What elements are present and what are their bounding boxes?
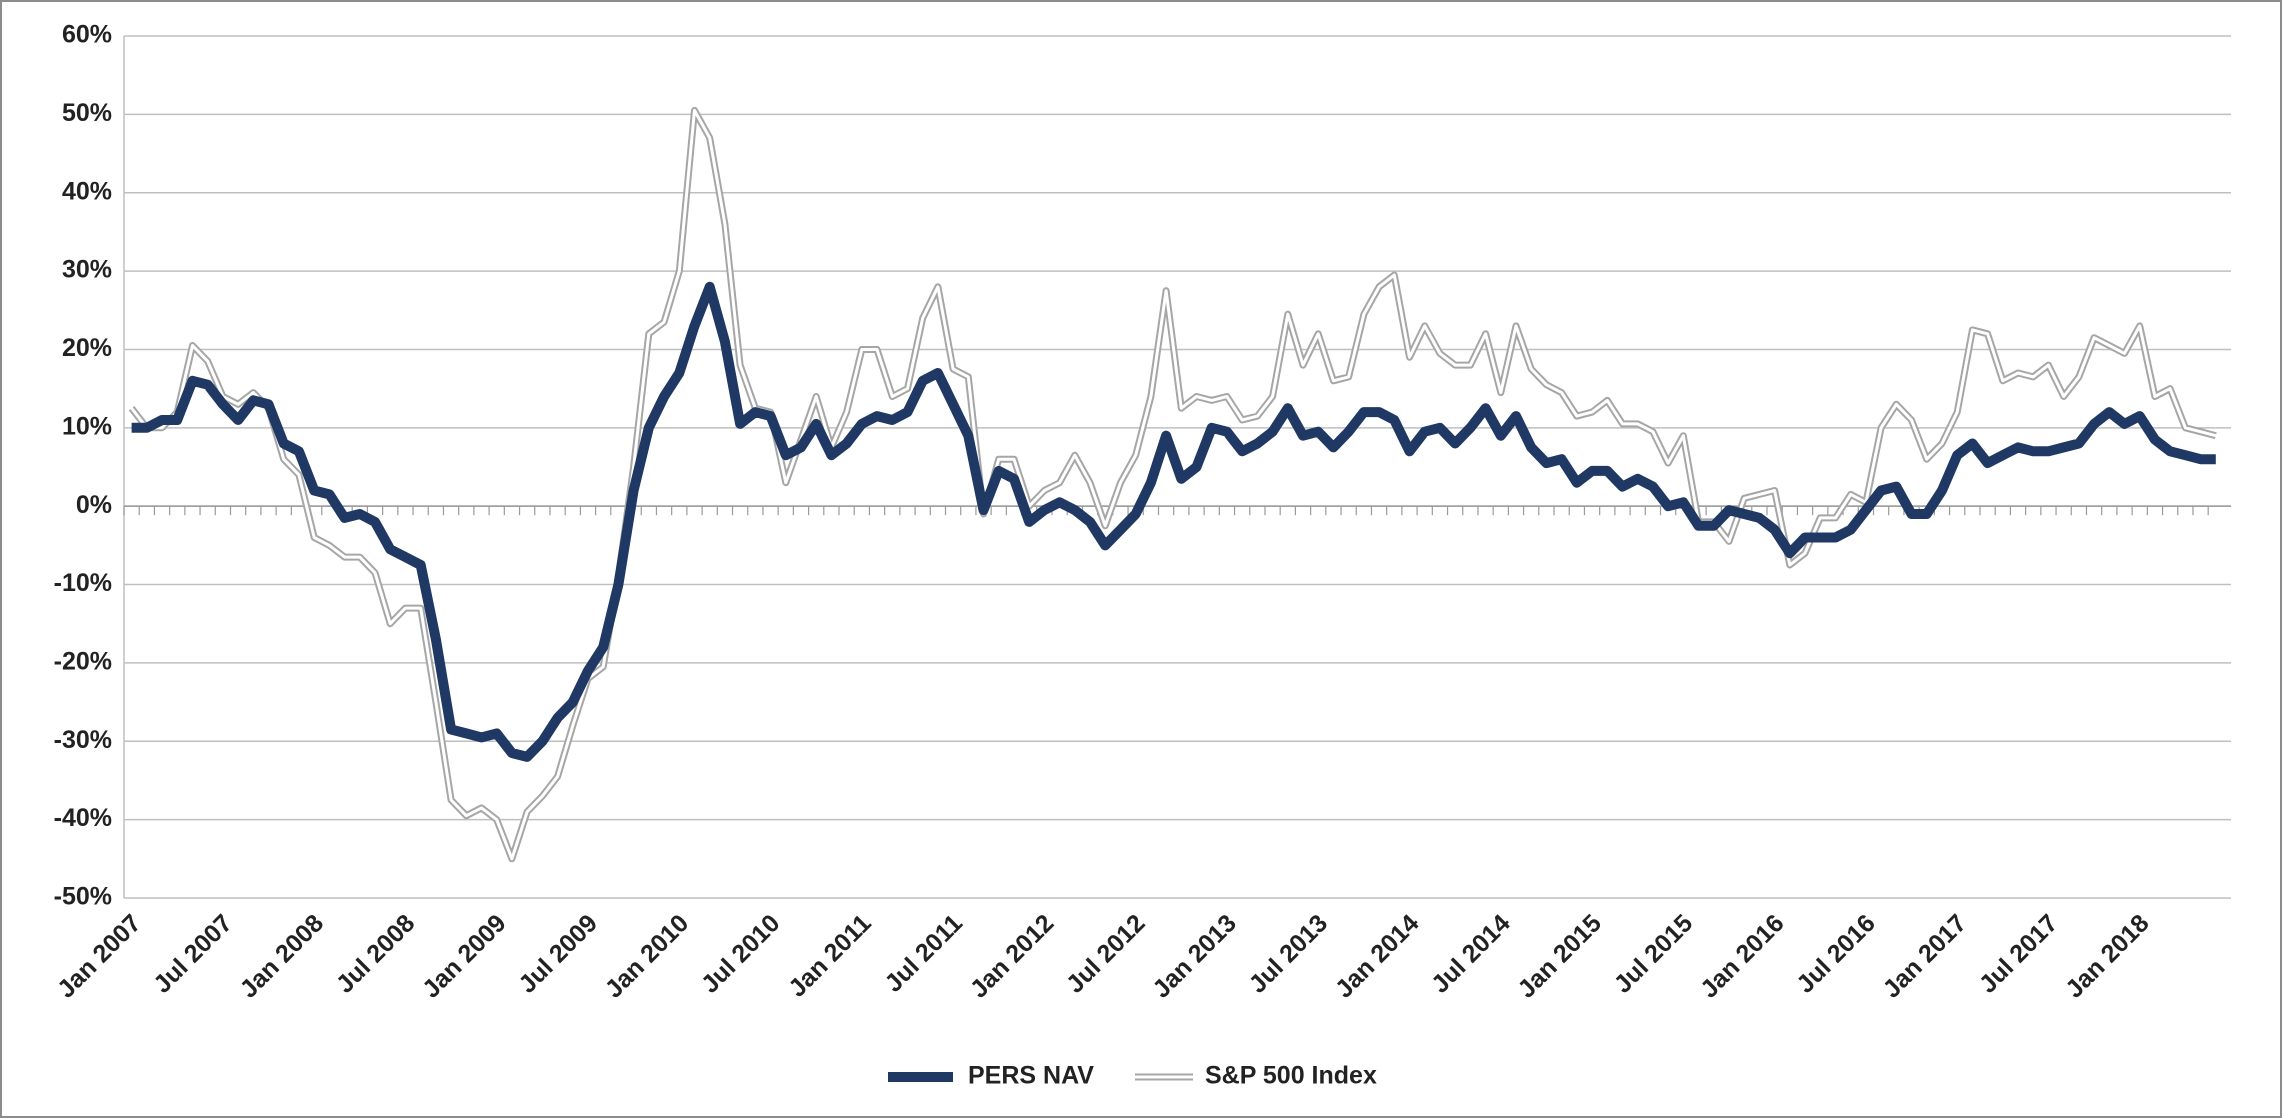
y-tick-label: 60%	[62, 21, 112, 49]
y-tick-label: -10%	[54, 569, 112, 597]
y-tick-label: 20%	[62, 334, 112, 362]
y-tick-label: 40%	[62, 177, 112, 205]
y-tick-label: 50%	[62, 99, 112, 127]
y-tick-label: 10%	[62, 412, 112, 440]
series-line	[131, 281, 2216, 762]
y-tick-label: -30%	[54, 726, 112, 754]
y-tick-label: -20%	[54, 648, 112, 676]
legend-label: PERS NAV	[968, 1062, 1094, 1090]
y-tick-label: 0%	[76, 491, 112, 519]
series-line	[130, 108, 2217, 861]
y-tick-label: -40%	[54, 804, 112, 832]
y-tick-label: -50%	[54, 883, 112, 911]
legend-label: S&P 500 Index	[1205, 1062, 1377, 1090]
y-tick-label: 30%	[62, 256, 112, 284]
